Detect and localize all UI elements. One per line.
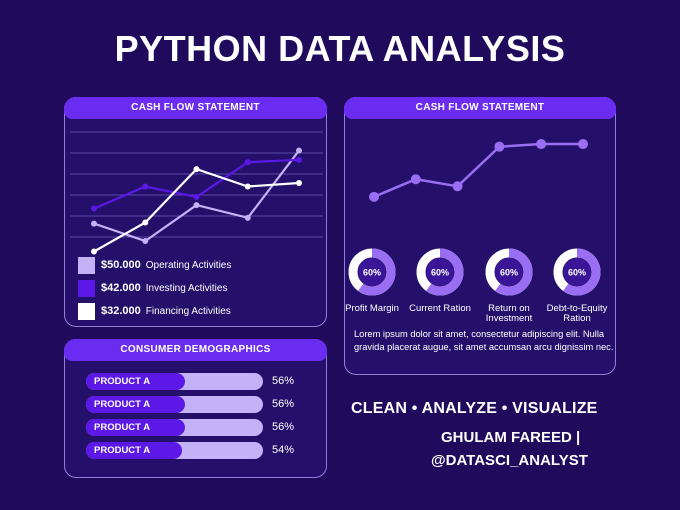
demographic-bar-row: PRODUCT A 54% — [86, 442, 316, 459]
data-point — [452, 181, 463, 192]
bar-label: PRODUCT A — [94, 422, 151, 433]
donut-fill — [348, 248, 396, 296]
donut-current-ration: 60% — [416, 248, 464, 296]
bar-fill — [86, 442, 182, 459]
cash-flow-panel-left: CASH FLOW STATEMENT $50.000 Operating Ac… — [64, 97, 327, 327]
ratio-debt-to-equity: 60% Debt-to-Equity Ration — [543, 248, 611, 324]
legend-item-financing: $32.000 Financing Activities — [78, 302, 231, 320]
donut-center — [358, 258, 386, 286]
donut-center — [426, 258, 454, 286]
legend-value-operating: $50.000 — [101, 259, 141, 271]
donut-percent: 60% — [500, 268, 518, 278]
data-point — [193, 166, 200, 173]
bar-track — [86, 442, 263, 459]
data-point — [142, 183, 149, 190]
description-text: Lorem ipsum dolor sit amet, consectetur … — [354, 329, 614, 352]
page-title: PYTHON DATA ANALYSIS — [114, 28, 566, 69]
cash-flow-header-right: CASH FLOW STATEMENT — [344, 97, 616, 119]
donut-fill — [553, 248, 601, 296]
legend-swatch-financing — [78, 302, 95, 320]
data-point — [369, 191, 379, 202]
bar-percent: 56% — [272, 375, 295, 387]
legend-item-operating: $50.000 Operating Activities — [78, 256, 231, 274]
demographic-bar-row: PRODUCT A 56% — [86, 419, 316, 436]
data-point — [91, 248, 97, 255]
data-point — [142, 238, 149, 245]
donut-fill — [485, 248, 533, 296]
data-point — [244, 159, 251, 166]
bar-track — [86, 373, 263, 390]
donut-center — [495, 258, 523, 286]
data-point — [244, 183, 251, 190]
donut-center — [563, 258, 591, 286]
data-point — [91, 220, 97, 227]
legend-value-investing: $42.000 — [101, 282, 141, 294]
donut-return-on-investment: 60% — [485, 248, 533, 296]
data-point — [193, 193, 200, 200]
trend-line-chart — [369, 139, 588, 202]
ratio-label-return-on-investment: Return on Investment — [485, 303, 533, 324]
data-point — [244, 214, 251, 221]
demographic-bar-row: PRODUCT A 56% — [86, 373, 316, 390]
bar-track — [86, 419, 263, 436]
bar-fill — [86, 419, 186, 436]
data-point — [296, 156, 302, 163]
tagline: CLEAN • ANALYZE • VISUALIZE — [351, 400, 598, 417]
bar-fill — [86, 396, 186, 413]
bar-percent: 56% — [272, 421, 295, 433]
author-name: GHULAM FAREED | — [441, 429, 581, 446]
donut-debt-to-equity: 60% — [553, 248, 601, 296]
legend-label-investing: Investing Activities — [145, 282, 228, 294]
data-point — [193, 202, 200, 209]
ratio-return-on-investment: 60% Return on Investment — [475, 248, 543, 324]
ratio-profit-margin: 60% Profit Margin — [338, 248, 406, 314]
ratio-current-ration: 60% Current Ration — [406, 248, 474, 314]
legend-swatch-investing — [78, 279, 95, 297]
donut-percent: 60% — [431, 268, 449, 278]
donut-percent: 60% — [363, 268, 381, 278]
data-point — [296, 180, 302, 187]
bar-percent: 54% — [272, 444, 295, 456]
data-point — [91, 205, 97, 212]
demographic-bar-row: PRODUCT A 56% — [86, 396, 316, 413]
legend-swatch-operating — [78, 256, 95, 274]
series-line — [93, 167, 300, 253]
legend-label-financing: Financing Activities — [145, 305, 231, 317]
ratio-label-profit-margin: Profit Margin — [345, 303, 399, 314]
data-point — [578, 139, 588, 150]
cash-flow-header-left: CASH FLOW STATEMENT — [64, 97, 327, 119]
donut-fill — [416, 248, 464, 296]
ratio-label-current-ration: Current Ration — [409, 303, 471, 314]
author-handle: @DATASCI_ANALYST — [431, 452, 588, 469]
bar-label: PRODUCT A — [94, 445, 151, 456]
bar-track — [86, 396, 263, 413]
data-point — [410, 174, 421, 185]
series-line — [373, 142, 583, 198]
cash-flow-panel-right: CASH FLOW STATEMENT 60% Profit Margin 60… — [344, 97, 616, 375]
bar-label: PRODUCT A — [94, 399, 151, 410]
data-point — [536, 139, 547, 150]
legend-value-financing: $32.000 — [101, 305, 141, 317]
ratio-label-debt-to-equity: Debt-to-Equity Ration — [546, 303, 608, 324]
data-point — [494, 141, 505, 152]
consumer-demographics-panel: CONSUMER DEMOGRAPHICS PRODUCT A 56% PROD… — [64, 339, 327, 478]
bar-percent: 56% — [272, 398, 295, 410]
legend-label-operating: Operating Activities — [145, 259, 232, 271]
bar-fill — [86, 373, 186, 390]
cash-flow-line-chart — [70, 131, 323, 255]
bar-label: PRODUCT A — [94, 376, 151, 387]
demographics-header: CONSUMER DEMOGRAPHICS — [64, 339, 327, 361]
data-point — [142, 219, 149, 226]
data-point — [296, 147, 302, 154]
donut-percent: 60% — [568, 268, 586, 278]
donut-profit-margin: 60% — [348, 248, 396, 296]
legend-item-investing: $42.000 Investing Activities — [78, 279, 227, 297]
